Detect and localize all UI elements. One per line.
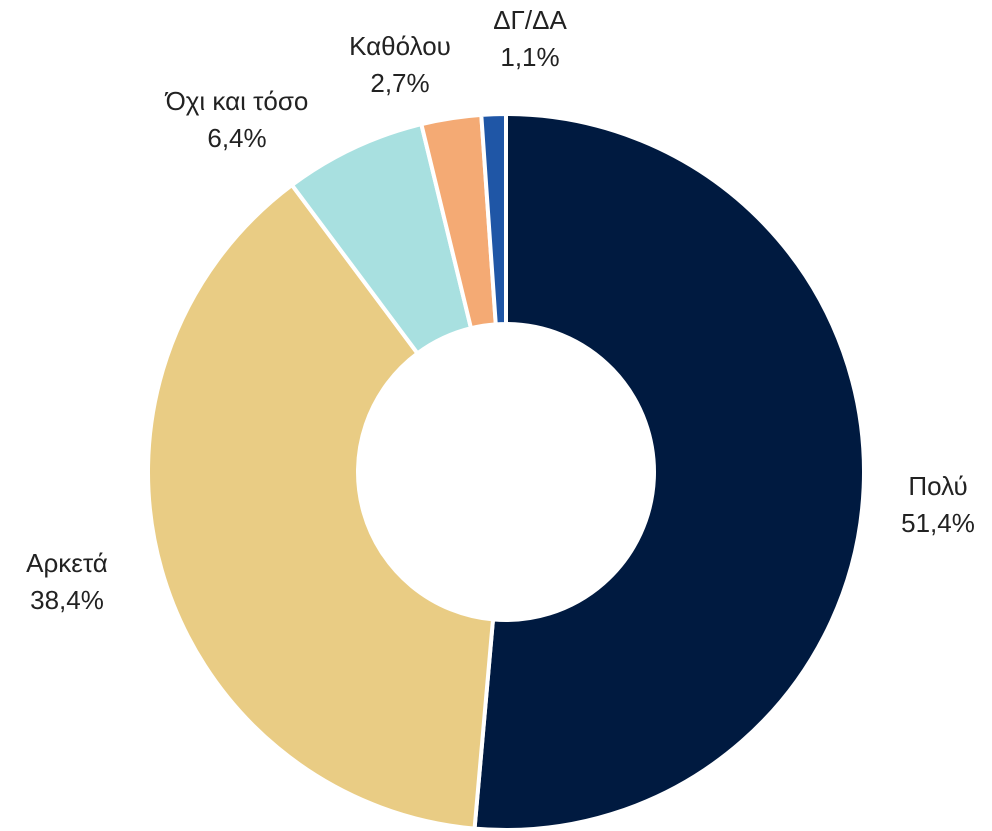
slice-value-label: 2,7% — [370, 68, 429, 98]
slice-value-label: 38,4% — [30, 585, 104, 615]
slice-category-label: ΔΓ/ΔΑ — [493, 5, 567, 35]
donut-slice — [146, 182, 496, 831]
slice-category-label: Πολύ — [908, 471, 967, 501]
slice-value-label: 1,1% — [500, 42, 559, 72]
donut-slice — [472, 111, 866, 831]
slice-value-label: 6,4% — [207, 123, 266, 153]
slice-category-label: Αρκετά — [26, 548, 108, 578]
donut-slice — [479, 111, 508, 327]
slice-value-label: 51,4% — [901, 508, 975, 538]
slice-category-label: Όχι και τόσο — [165, 86, 309, 116]
slice-category-label: Καθόλου — [349, 31, 451, 61]
